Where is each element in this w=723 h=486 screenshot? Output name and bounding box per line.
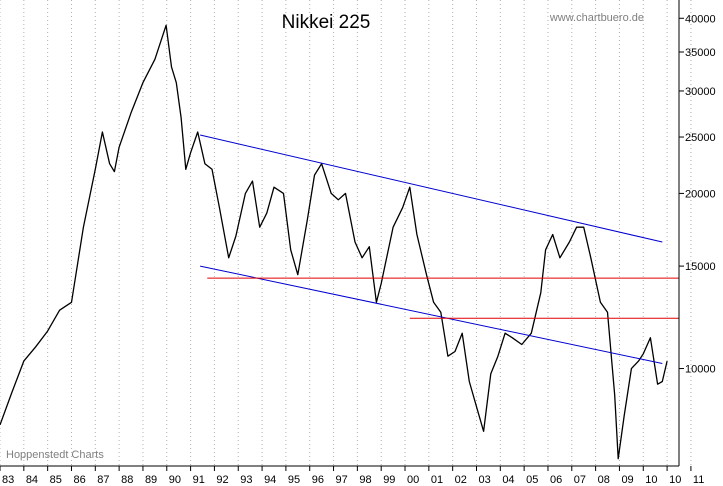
x-tick-label: 96 [312, 474, 324, 486]
x-tick-label: 04 [502, 474, 514, 486]
trend-line [200, 265, 663, 365]
price-series-line [0, 24, 668, 460]
x-tick-label: 99 [383, 474, 395, 486]
x-tick-label: 00 [407, 474, 419, 486]
x-tick-label: 05 [526, 474, 538, 486]
y-tick-labels: 40000 35000 30000 25000 20000 15000 10000 [679, 13, 716, 376]
x-tick-label: 02 [455, 474, 467, 486]
series-group [0, 24, 668, 460]
source-label: www.chartbuero.de [549, 12, 644, 24]
grid-lines [0, 0, 692, 466]
x-tick-label: 07 [574, 474, 586, 486]
x-tick-label: 10 [645, 474, 657, 486]
x-tick-label: 98 [359, 474, 371, 486]
x-tick-label: 90 [169, 474, 181, 486]
y-tick-label: 15000 [685, 261, 716, 273]
x-tick-label: 10 [669, 474, 681, 486]
y-tick-label: 40000 [685, 13, 716, 25]
trend-line [200, 134, 663, 243]
x-tick-label: 09 [621, 474, 633, 486]
x-tick-label: 87 [97, 474, 109, 486]
x-tick-label: 86 [73, 474, 85, 486]
x-tick-label: 94 [264, 474, 276, 486]
y-tick-label: 25000 [685, 132, 716, 144]
x-tick-label: 97 [336, 474, 348, 486]
chart-title: Nikkei 225 [282, 12, 371, 33]
footer-label: Hoppenstedt Charts [6, 449, 104, 461]
x-tick-label: 08 [598, 474, 610, 486]
y-tick-label: 35000 [685, 47, 716, 59]
x-tick-label: 85 [50, 474, 62, 486]
y-tick-label: 30000 [685, 86, 716, 98]
x-tick-label: 93 [240, 474, 252, 486]
x-tick-label: 06 [550, 474, 562, 486]
x-tick-label: 01 [431, 474, 443, 486]
y-tick-label: 20000 [685, 188, 716, 200]
x-tick-label: 03 [478, 474, 490, 486]
y-tick-label: 10000 [685, 364, 716, 376]
x-tick-label: 88 [121, 474, 133, 486]
x-tick-label: 11 [693, 474, 704, 486]
x-tick-label: 83 [2, 474, 14, 486]
x-tick-labels: 83 84 85 86 87 88 89 90 91 92 93 94 95 96 97 98 99 00 01 02… [0, 466, 704, 486]
trend-lines [200, 134, 679, 365]
x-tick-label: 95 [288, 474, 300, 486]
x-tick-label: 84 [26, 474, 38, 486]
x-tick-label: 92 [216, 474, 228, 486]
x-tick-label: 89 [145, 474, 157, 486]
x-tick-label: 91 [193, 474, 205, 486]
